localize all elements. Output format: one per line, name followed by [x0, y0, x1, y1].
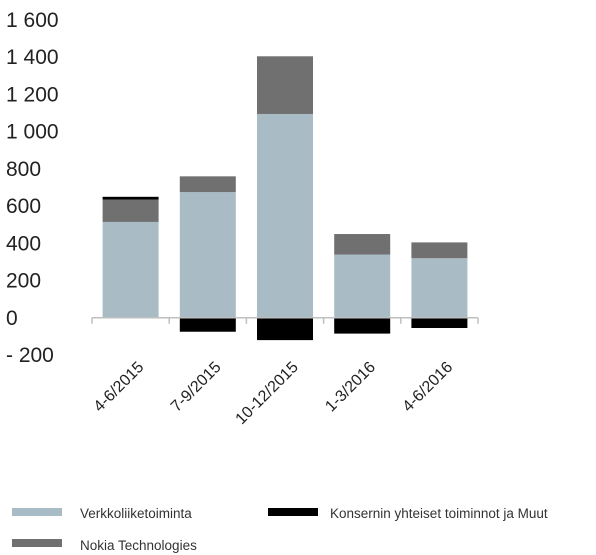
bar-segment: [411, 258, 468, 318]
bar-segment: [257, 113, 313, 318]
x-axis: [91, 317, 479, 324]
y-axis-tick-labels: - 200 0 200 400 600 800 1 000 1 200 1 400 1 600: [6, 9, 59, 367]
legend-label: Nokia Technologies: [80, 538, 197, 553]
bar-segment: [257, 56, 313, 114]
bar-segment: [102, 196, 159, 200]
legend-swatch: [12, 539, 62, 547]
bar-segment: [334, 317, 391, 334]
y-tick-label: 200: [6, 270, 41, 293]
bar-segment: [257, 317, 313, 341]
bar-segment: [179, 192, 236, 318]
bar-segment: [334, 254, 391, 318]
x-tick-label: 4-6/2015: [91, 359, 148, 416]
legend-label: Konsernin yhteiset toiminnot ja Muut: [330, 506, 548, 521]
bar-segment: [334, 234, 391, 255]
x-tick-label: 7-9/2015: [168, 359, 225, 416]
legend-label: Verkkoliiketoiminta: [80, 506, 192, 521]
bars: [102, 56, 468, 341]
legend-swatch: [268, 508, 318, 516]
x-tick-label: 10-12/2015: [233, 359, 302, 428]
bar-segment: [411, 317, 468, 329]
legend: Verkkoliiketoiminta Nokia Technologies Kon…: [12, 506, 548, 553]
x-axis-tick-labels: 4-6/2015 7-9/2015 10-12/2015 1-3/2016 4-6/20…: [91, 359, 457, 428]
y-tick-label: 600: [6, 195, 41, 218]
y-tick-label: 1 000: [6, 121, 59, 144]
y-tick-label: 1 600: [6, 9, 59, 32]
y-tick-label: 1 200: [6, 83, 59, 106]
bar-segment: [102, 199, 159, 222]
y-tick-label: 400: [6, 232, 41, 255]
x-tick-label: 1-3/2016: [322, 359, 379, 416]
y-tick-label: 800: [6, 158, 41, 181]
x-tick-label: 4-6/2016: [400, 359, 457, 416]
bar-segment: [102, 221, 159, 318]
legend-swatch: [12, 508, 62, 516]
y-tick-label: - 200: [6, 344, 54, 367]
bar-segment: [179, 317, 236, 332]
y-tick-label: 1 400: [6, 46, 59, 69]
bar-segment: [411, 242, 468, 259]
bar-segment: [179, 176, 236, 193]
y-tick-label: 0: [6, 307, 18, 330]
